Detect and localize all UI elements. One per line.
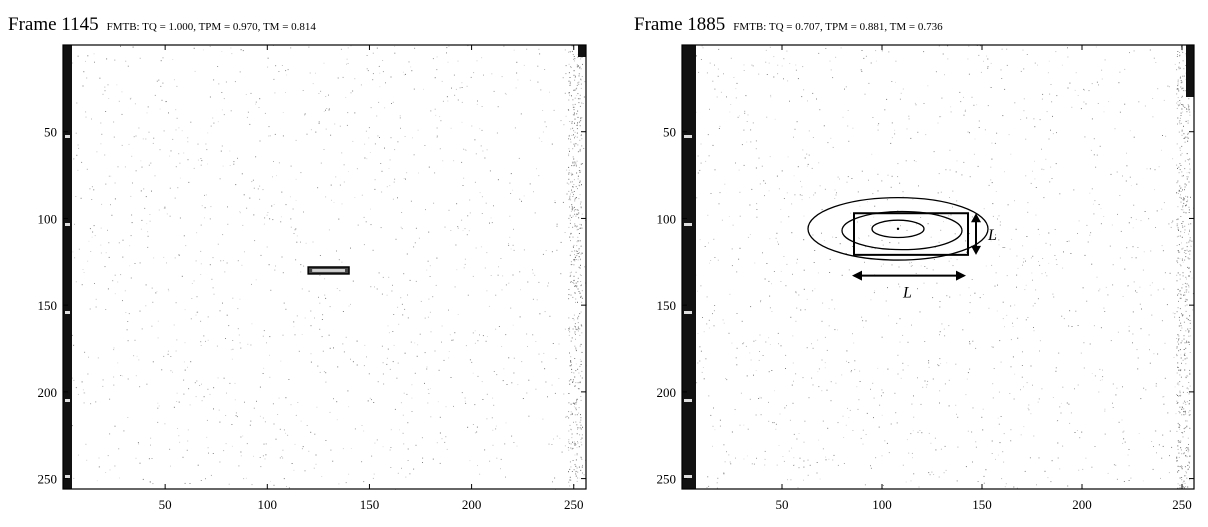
plot-frame <box>681 44 1195 490</box>
height-label: L <box>987 227 997 244</box>
x-tick-label: 250 <box>564 497 584 512</box>
plot-frame <box>62 44 587 490</box>
peak-point <box>896 227 900 231</box>
y-tick-label: 100 <box>657 211 677 226</box>
x-tick-label: 200 <box>1072 497 1092 512</box>
panel-frame-1885: Frame 1885 FMTB: TQ = 0.707, TPM = 0.881,… <box>606 0 1206 527</box>
right-edge-band <box>1186 45 1194 97</box>
heatmap-plot: 50 100 150 200 250 50 100 150 200 250 L L <box>657 44 1195 512</box>
frame-label: Frame 1885 <box>634 14 726 35</box>
left-edge-band <box>682 45 696 489</box>
contour-ellipse <box>871 219 925 239</box>
target-core <box>312 269 346 272</box>
panel-header: Frame 1885 FMTB: TQ = 0.707, TPM = 0.881,… <box>634 14 943 36</box>
y-tick-label: 250 <box>657 472 677 487</box>
plot-area <box>682 45 1194 489</box>
y-tick-label: 100 <box>38 211 58 226</box>
panel-frame-1145: Frame 1145 FMTB: TQ = 1.000, TPM = 0.970,… <box>0 0 600 527</box>
x-tick-label: 150 <box>972 497 992 512</box>
frame-label: Frame 1145 <box>8 14 99 35</box>
noise-texture <box>682 45 1195 490</box>
contour-ellipse <box>807 196 989 261</box>
noise-texture <box>63 45 587 490</box>
x-tick-label: 100 <box>872 497 892 512</box>
y-tick-label: 50 <box>663 125 676 140</box>
width-label: L <box>902 285 912 302</box>
x-tick-label: 100 <box>258 497 278 512</box>
y-tick-label: 250 <box>38 472 58 487</box>
right-edge-band <box>578 45 586 57</box>
arrow-head <box>956 270 966 281</box>
x-tick-label: 200 <box>462 497 482 512</box>
arrow-head <box>852 270 862 281</box>
metrics-label: FMTB: TQ = 1.000, TPM = 0.970, TM = 0.81… <box>106 21 316 33</box>
contour-ellipse <box>841 210 963 251</box>
x-tick-label: 50 <box>159 497 172 512</box>
heatmap-plot: 50 100 150 200 250 50 100 150 200 250 <box>38 44 587 512</box>
left-edge-band <box>63 45 72 489</box>
x-tick-label: 150 <box>360 497 380 512</box>
y-tick-label: 150 <box>38 298 58 313</box>
metrics-label: FMTB: TQ = 0.707, TPM = 0.881, TM = 0.73… <box>733 21 943 33</box>
target-box <box>853 212 969 256</box>
x-tick-label: 250 <box>1172 497 1192 512</box>
y-tick-label: 200 <box>657 385 677 400</box>
arrow-head <box>971 213 981 223</box>
y-tick-label: 50 <box>44 125 57 140</box>
x-tick-label: 50 <box>776 497 789 512</box>
arrow-head <box>971 245 981 255</box>
y-tick-label: 200 <box>38 385 58 400</box>
panel-header: Frame 1145 FMTB: TQ = 1.000, TPM = 0.970,… <box>8 14 316 36</box>
y-tick-label: 150 <box>657 298 677 313</box>
